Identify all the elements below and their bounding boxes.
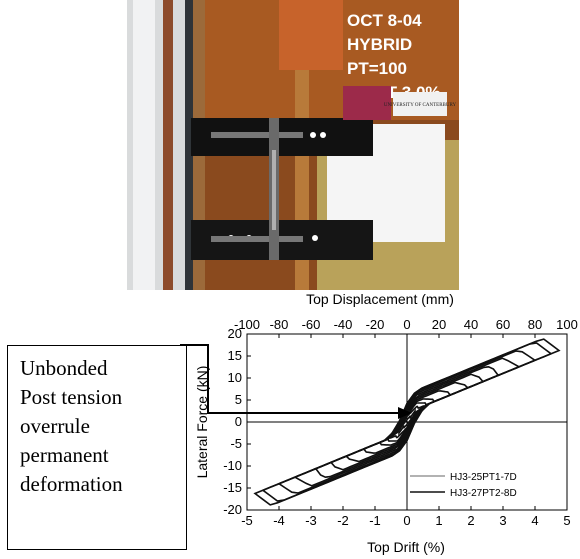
photo-label-date: OCT 8-04 bbox=[347, 11, 422, 30]
x-top-tick-label: 60 bbox=[496, 317, 510, 332]
x-top-tick-label: 20 bbox=[432, 317, 446, 332]
y-tick-label: -5 bbox=[230, 436, 242, 451]
photo-label-type: HYBRID bbox=[347, 35, 412, 54]
x-tick-label: -4 bbox=[273, 513, 285, 528]
y-axis-title: Lateral Force (kN) bbox=[194, 366, 210, 479]
callout-line: overrule bbox=[20, 414, 90, 438]
y-tick-label: -20 bbox=[223, 502, 242, 517]
x-top-tick-label: -60 bbox=[302, 317, 321, 332]
x-top-tick-label: 100 bbox=[556, 317, 578, 332]
x-tick-label: -5 bbox=[241, 513, 253, 528]
legend-label-1: HJ3-25PT1-7D bbox=[450, 472, 517, 483]
x-axis-title: Top Drift (%) bbox=[367, 539, 445, 555]
x-tick-label: 0 bbox=[403, 513, 410, 528]
callout-line: Unbonded bbox=[20, 356, 108, 380]
chart-axes bbox=[247, 334, 567, 510]
x-tick-label: -1 bbox=[369, 513, 381, 528]
y-tick-label: 0 bbox=[235, 414, 242, 429]
x-tick-label: 2 bbox=[467, 513, 474, 528]
chart-legend: HJ3-25PT1-7D HJ3-27PT2-8D bbox=[410, 472, 517, 499]
y-tick-label: 10 bbox=[228, 370, 242, 385]
y-tick-label: 15 bbox=[228, 348, 242, 363]
university-badge-text: UNIVERSITY OF CANTERBURY bbox=[384, 103, 457, 108]
loop-HJ3-27PT2-8D bbox=[253, 338, 561, 506]
x-tick-label: -2 bbox=[337, 513, 349, 528]
plot-frame bbox=[246, 333, 568, 511]
y-tick-label: -10 bbox=[223, 458, 242, 473]
chart-ticks: -5 -4 -3 -2 -1 0 1 2 3 4 5-100 -80 -60 -40 -20 0 20 40 60 8… bbox=[223, 317, 578, 528]
callout-line: Post tension bbox=[20, 385, 123, 409]
x-tick-label: 4 bbox=[531, 513, 538, 528]
x-tick-label: 5 bbox=[563, 513, 570, 528]
y-tick-label: 5 bbox=[235, 392, 242, 407]
x-tick-label: 1 bbox=[435, 513, 442, 528]
x-top-tick-label: -40 bbox=[334, 317, 353, 332]
hysteresis-loops bbox=[253, 338, 561, 506]
callout-arrow bbox=[180, 344, 400, 414]
test-specimen-photo: OCT 8-04 HYBRID PT=100 DRIFT 3.0% UNIVER… bbox=[127, 0, 459, 290]
x-top-axis-title: Top Displacement (mm) bbox=[306, 291, 454, 307]
x-top-tick-label: -20 bbox=[366, 317, 385, 332]
photo-label-pt: PT=100 bbox=[347, 59, 407, 78]
university-badge bbox=[343, 86, 391, 120]
legend-label-2: HJ3-27PT2-8D bbox=[450, 488, 517, 499]
x-top-tick-label: -80 bbox=[270, 317, 289, 332]
callout-arrow-head bbox=[398, 407, 412, 419]
x-tick-label: 3 bbox=[499, 513, 506, 528]
callout-line: deformation bbox=[20, 472, 123, 496]
x-top-tick-label: -100 bbox=[234, 317, 260, 332]
loop-HJ3-27PT2-8D bbox=[398, 408, 416, 436]
x-top-tick-label: 40 bbox=[464, 317, 478, 332]
x-top-tick-label: 80 bbox=[528, 317, 542, 332]
x-tick-label: -3 bbox=[305, 513, 317, 528]
x-top-tick-label: 0 bbox=[403, 317, 410, 332]
y-tick-label: -15 bbox=[223, 480, 242, 495]
callout-line: permanent bbox=[20, 443, 109, 467]
y-tick-label: 20 bbox=[228, 326, 242, 341]
callout-box: Unbonded Post tension overrule permanent… bbox=[7, 345, 187, 550]
